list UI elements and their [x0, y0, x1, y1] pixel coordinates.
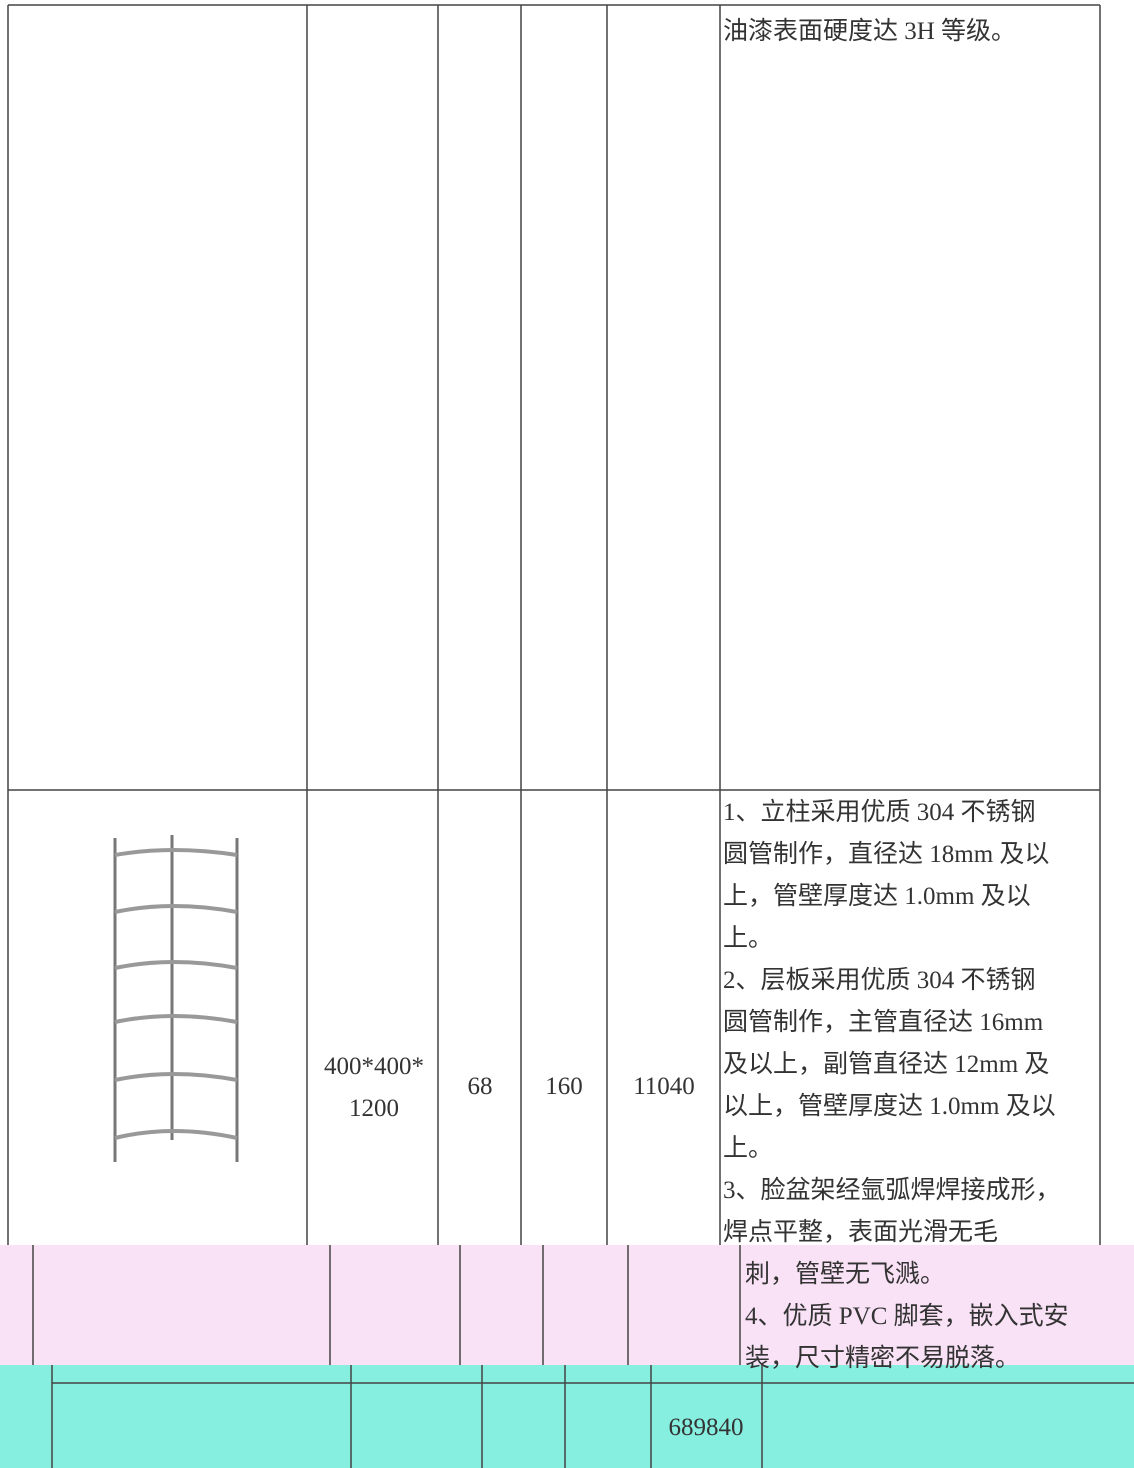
description-line: 刺，管壁无飞溅。	[745, 1261, 946, 1288]
description-line: 4、优质 PVC 脚套，嵌入式安	[745, 1303, 1069, 1330]
description-line: 上，管壁厚度达 1.0mm 及以	[723, 883, 1031, 910]
description-line: 1、立柱采用优质 304 不锈钢	[723, 799, 1036, 826]
pink-band	[0, 1245, 1134, 1365]
cyan-band	[0, 1365, 1134, 1468]
description-line: 圆管制作，主管直径达 16mm	[723, 1009, 1044, 1036]
total-amount: 689840	[668, 1414, 744, 1441]
size-line: 400*400*	[324, 1053, 424, 1080]
description-line: 上。	[723, 1135, 774, 1162]
description-line: 及以上，副管直径达 12mm 及	[723, 1051, 1050, 1078]
quantity: 68	[467, 1073, 493, 1100]
unit-price: 160	[545, 1073, 583, 1100]
description-line: 以上，管壁厚度达 1.0mm 及以	[723, 1093, 1056, 1120]
description-line: 油漆表面硬度达 3H 等级。	[723, 18, 1017, 45]
description-line: 3、脸盆架经氩弧焊焊接成形，	[723, 1177, 1061, 1204]
description-line: 装，尺寸精密不易脱落。	[745, 1345, 1021, 1372]
amount: 11040	[633, 1073, 695, 1100]
description-line: 焊点平整，表面光滑无毛	[723, 1219, 999, 1246]
description-line: 上。	[723, 925, 774, 952]
description-line: 圆管制作，直径达 18mm 及以	[723, 841, 1050, 868]
size-line: 1200	[349, 1095, 399, 1122]
description-line: 2、层板采用优质 304 不锈钢	[723, 967, 1036, 994]
